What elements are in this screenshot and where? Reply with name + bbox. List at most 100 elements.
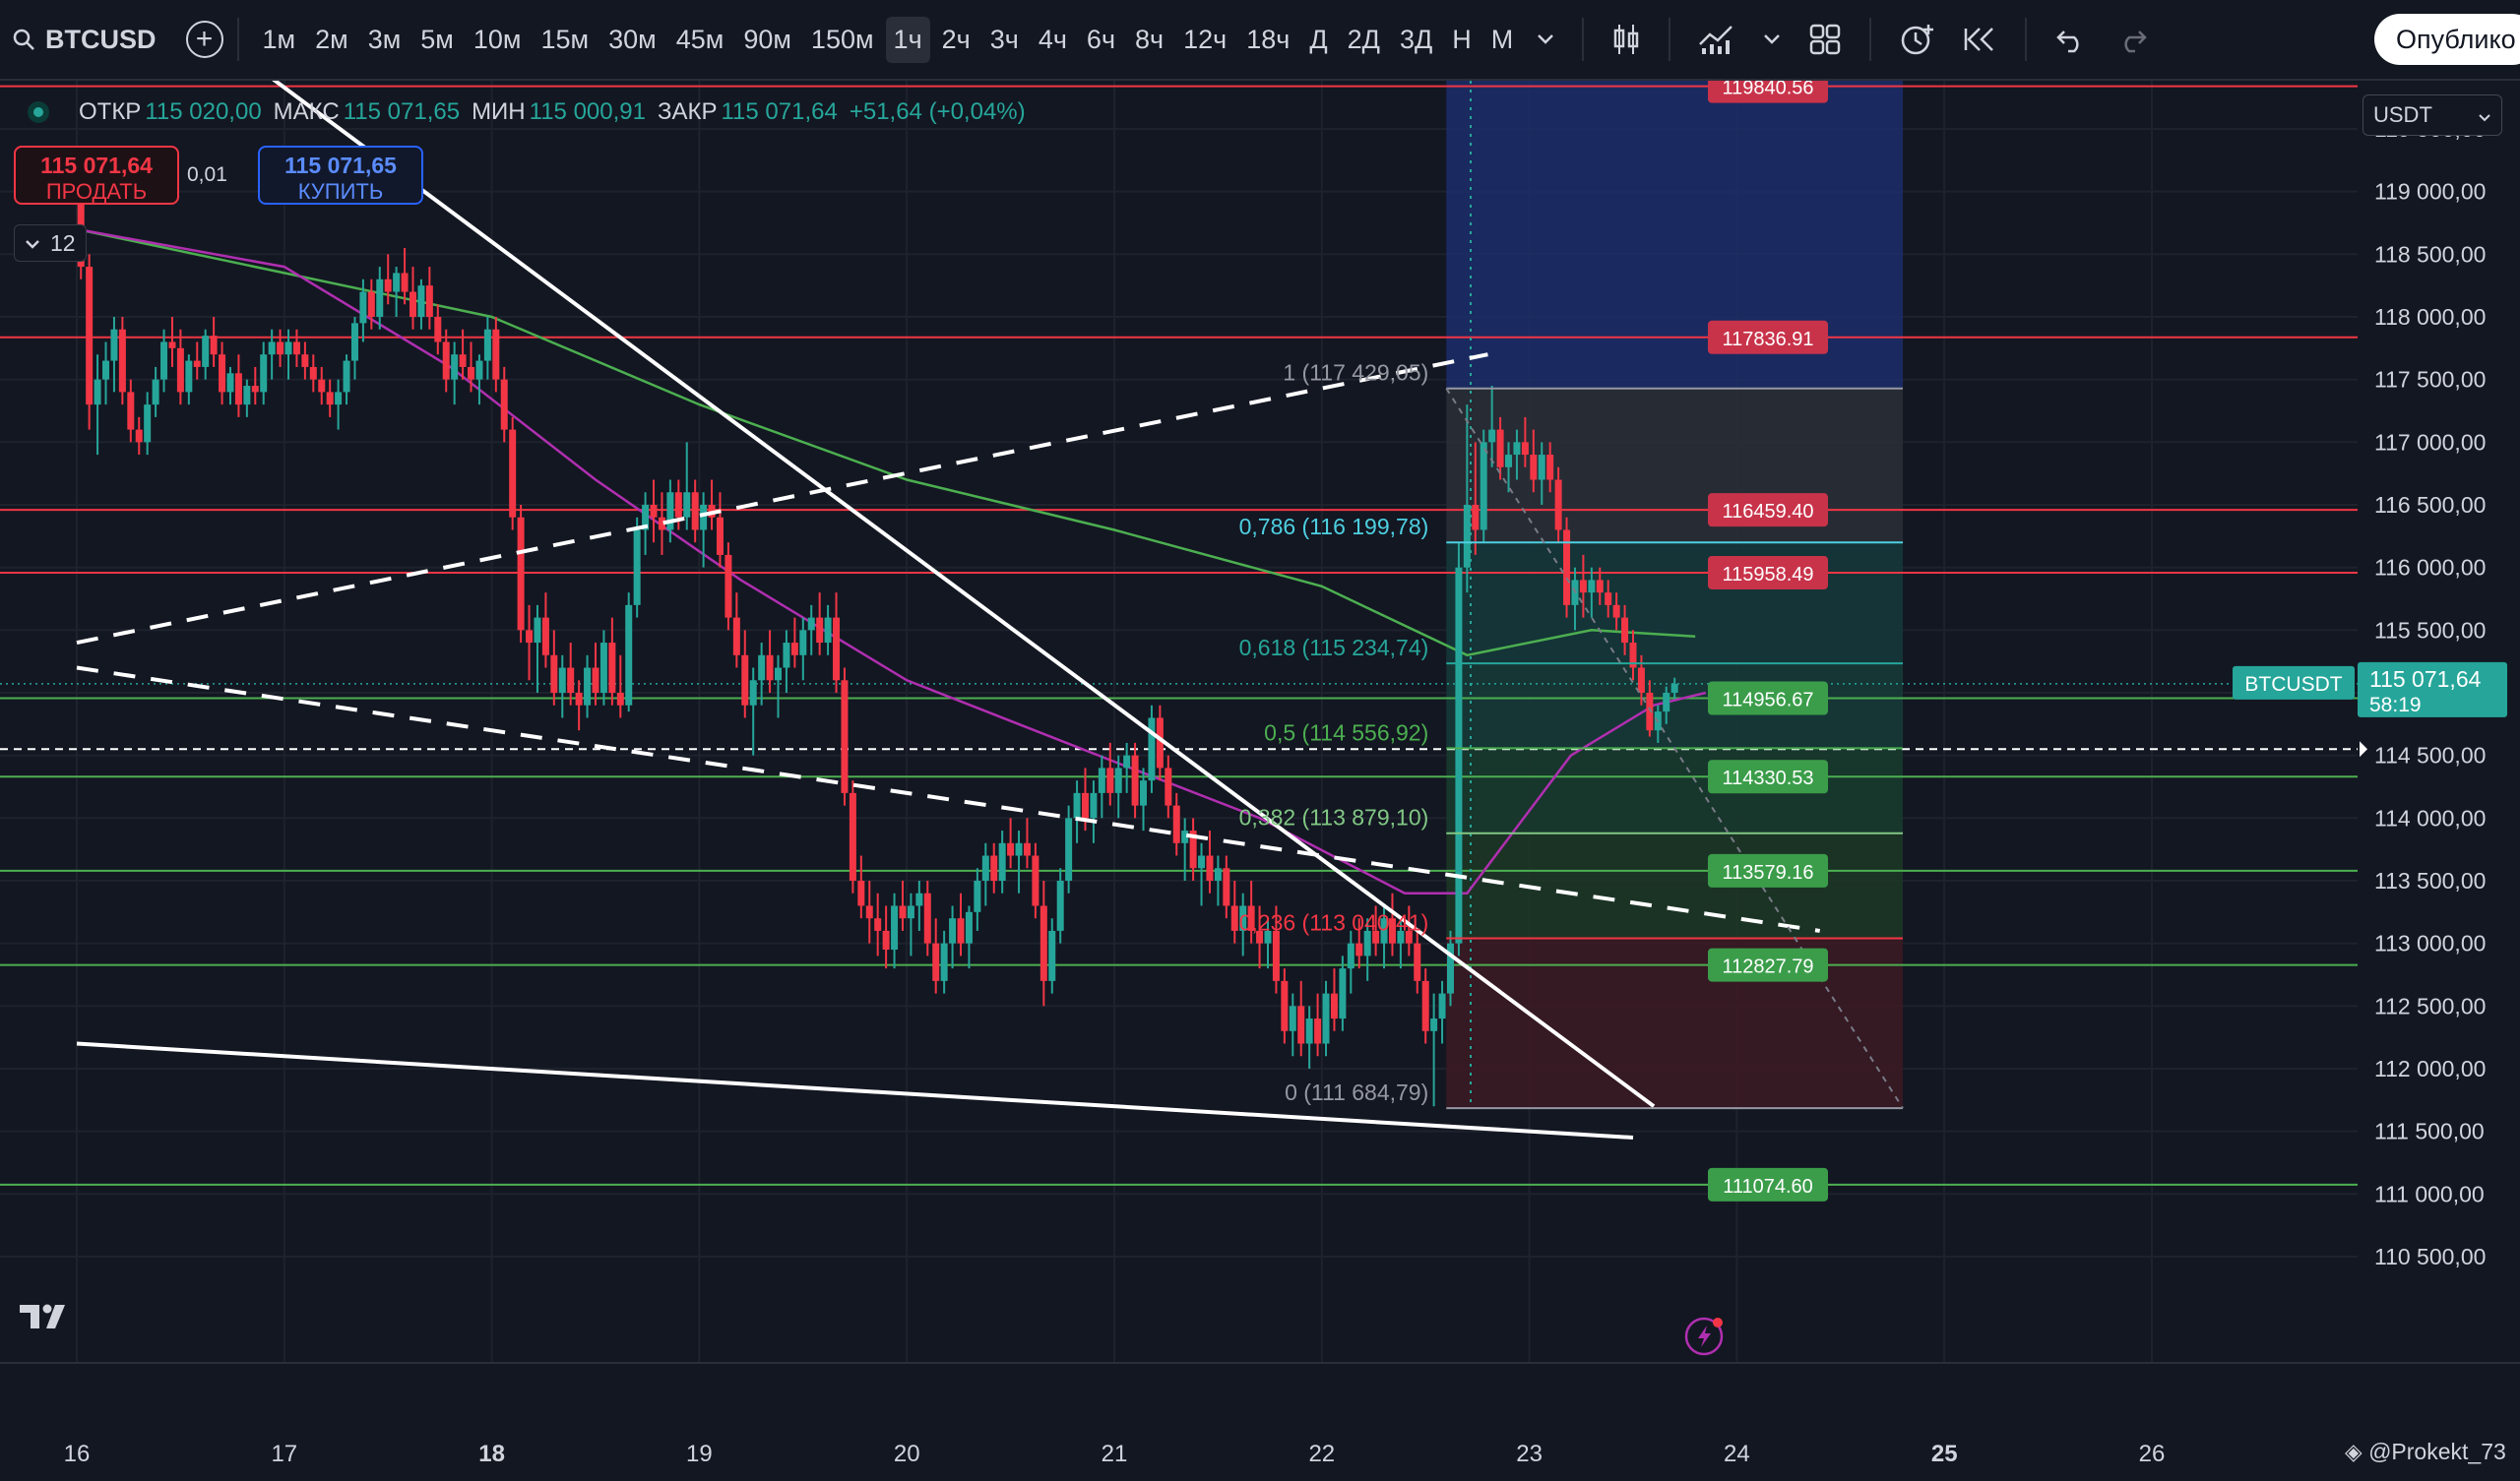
timeframe-1[interactable]: 2м bbox=[315, 24, 348, 54]
chart-grid bbox=[0, 81, 2358, 1363]
candle-body bbox=[1123, 755, 1131, 769]
candle-body bbox=[1140, 780, 1148, 806]
price-tick-label: 113 500,00 bbox=[2374, 868, 2486, 894]
ohlc-legend: ОТКР 115 020,00 МАКС 115 071,65 МИН 115 000… bbox=[28, 98, 1038, 126]
timeframe-10[interactable]: 1ч bbox=[885, 16, 930, 63]
price-axis[interactable]: 110 500,00 111 000,00 111 500,00 112 000,00… bbox=[2358, 81, 2520, 1363]
price-chart[interactable]: 1 (117 429,05) 0,786 (116 199,78) 0,618 (1… bbox=[0, 81, 2520, 1481]
candle-body bbox=[185, 360, 193, 393]
candle-body bbox=[1505, 455, 1513, 467]
plus-icon: + bbox=[195, 23, 214, 55]
candle-body bbox=[1256, 930, 1264, 944]
timeframe-14[interactable]: 6ч bbox=[1086, 24, 1116, 54]
top-toolbar: BTCUSD + 1м 2м 3м 5м 10м 15м 30м 45м 90м 150м 1ч 2ч… bbox=[0, 0, 2520, 81]
price-tick-label: 114 000,00 bbox=[2374, 805, 2486, 831]
chevron-down-icon[interactable] bbox=[1763, 33, 1781, 45]
candle-body bbox=[110, 329, 118, 361]
timeframe-5[interactable]: 15м bbox=[540, 24, 590, 54]
price-axis-bg bbox=[2358, 81, 2520, 1363]
add-symbol-button[interactable]: + bbox=[185, 21, 223, 58]
layout-icon[interactable] bbox=[1808, 23, 1842, 56]
timeframe-17[interactable]: 18ч bbox=[1246, 24, 1291, 54]
trendline bbox=[76, 665, 1821, 933]
symbol-search[interactable]: BTCUSD bbox=[12, 25, 157, 55]
timeframe-8[interactable]: 90м bbox=[743, 24, 791, 54]
fib-zone bbox=[1446, 833, 1904, 939]
undo-icon[interactable] bbox=[2054, 26, 2088, 53]
candle-body bbox=[1372, 930, 1380, 944]
tradingview-logo[interactable] bbox=[20, 1304, 65, 1329]
timeframe-4[interactable]: 10м bbox=[472, 24, 522, 54]
price-tick-label: 111 500,00 bbox=[2374, 1119, 2485, 1144]
candle-body bbox=[442, 341, 450, 380]
buy-button[interactable]: 115 071,65 КУПИТЬ bbox=[258, 146, 423, 205]
timeframe-18[interactable]: Д bbox=[1309, 24, 1328, 54]
candles-icon[interactable] bbox=[1611, 23, 1641, 56]
timeframe-2[interactable]: 3м bbox=[367, 24, 402, 54]
fibonacci-retracement[interactable]: 1 (117 429,05) 0,786 (116 199,78) 0,618 (1… bbox=[1239, 360, 1904, 1110]
level-badge-text: 112827.79 bbox=[1722, 956, 1813, 978]
candle-body bbox=[500, 379, 508, 430]
candle-body bbox=[658, 517, 665, 530]
timeframe-12[interactable]: 3ч bbox=[989, 24, 1019, 54]
symbol-tag bbox=[2233, 665, 2355, 700]
candle-body bbox=[284, 341, 292, 355]
timeframe-6[interactable]: 30м bbox=[608, 24, 657, 54]
candle-body bbox=[102, 360, 110, 380]
price-tick-label: 113 000,00 bbox=[2374, 931, 2486, 956]
candle-body bbox=[1496, 429, 1504, 467]
candle-body bbox=[1380, 918, 1388, 944]
timeframe-22[interactable]: М bbox=[1490, 24, 1514, 54]
timeframe-7[interactable]: 45м bbox=[675, 24, 724, 54]
open-label: ОТКР bbox=[79, 98, 142, 125]
currency-select[interactable]: USDT bbox=[2362, 94, 2502, 136]
candle-body bbox=[882, 930, 890, 951]
candle-body bbox=[1114, 768, 1122, 793]
level-badge-text: 117836.91 bbox=[1722, 329, 1813, 350]
timeframe-15[interactable]: 8ч bbox=[1135, 24, 1165, 54]
candle-body bbox=[1198, 855, 1206, 869]
candle-body bbox=[1032, 855, 1040, 906]
diamond-icon: ◈ bbox=[2345, 1439, 2369, 1464]
timeframe-13[interactable]: 4ч bbox=[1038, 24, 1067, 54]
trendline bbox=[76, 352, 1488, 646]
lightning-alert-icon[interactable] bbox=[1684, 1317, 1724, 1356]
level-badge-text: 119840.56 bbox=[1722, 81, 1813, 99]
price-tick-label: 117 000,00 bbox=[2374, 429, 2486, 455]
redo-icon[interactable] bbox=[2115, 26, 2149, 53]
timeframe-3[interactable]: 5м bbox=[420, 24, 454, 54]
buy-label: КУПИТЬ bbox=[297, 179, 384, 204]
collapse-indicators-button[interactable]: 12 bbox=[14, 224, 87, 262]
candle-body bbox=[318, 379, 326, 393]
level-badge bbox=[1708, 853, 1828, 888]
timeframe-0[interactable]: 1м bbox=[262, 24, 296, 54]
timeframe-19[interactable]: 2Д bbox=[1347, 24, 1380, 54]
level-badge-text: 113579.16 bbox=[1722, 862, 1813, 884]
timeframe-21[interactable]: Н bbox=[1452, 24, 1472, 54]
candle-body bbox=[202, 336, 210, 367]
timeframe-9[interactable]: 150м bbox=[810, 24, 874, 54]
indicators-icon[interactable] bbox=[1698, 23, 1735, 56]
candle-body bbox=[1230, 905, 1238, 931]
candle-body bbox=[633, 529, 641, 605]
level-badge bbox=[1708, 493, 1828, 527]
trendline bbox=[272, 81, 1656, 1108]
alert-icon[interactable] bbox=[1899, 21, 1936, 58]
timeframe-20[interactable]: 3Д bbox=[1399, 24, 1433, 54]
level-badge-text: 115958.49 bbox=[1722, 564, 1813, 586]
candle-body bbox=[425, 285, 433, 318]
timeframe-11[interactable]: 2ч bbox=[941, 24, 971, 54]
sell-button[interactable]: 115 071,64 ПРОДАТЬ bbox=[14, 146, 179, 205]
candle-body bbox=[541, 617, 549, 655]
time-axis[interactable]: 16 17 18 19 20 21 22 23 24 25 26 bbox=[0, 1362, 2520, 1467]
candle-body bbox=[343, 360, 350, 393]
level-labels: 119840.56 117836.91 116459.40 115958.49 1149… bbox=[1708, 81, 1828, 1202]
candle-body bbox=[683, 492, 691, 518]
timeframe-16[interactable]: 12ч bbox=[1183, 24, 1228, 54]
candle-body bbox=[160, 341, 168, 380]
level-badge-text: 116459.40 bbox=[1722, 501, 1813, 523]
chevron-down-icon[interactable] bbox=[1537, 33, 1554, 45]
publish-button[interactable]: Опублико bbox=[2374, 14, 2520, 65]
replay-icon[interactable] bbox=[1964, 25, 1997, 54]
candle-body bbox=[998, 842, 1006, 882]
